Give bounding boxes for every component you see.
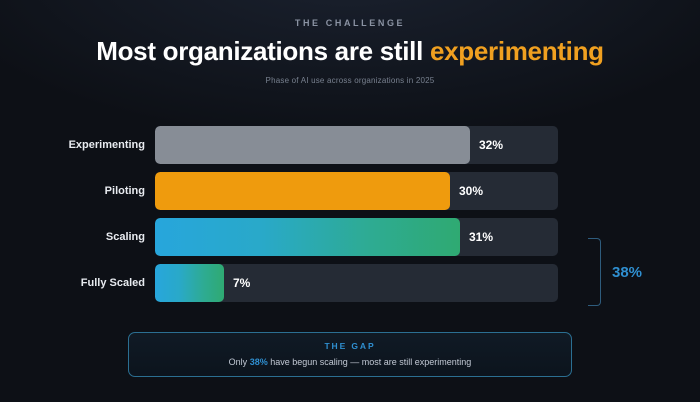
bracket-shape	[588, 238, 601, 306]
bar-value-label: 30%	[459, 184, 484, 198]
bar-chart: Experimenting 32% Piloting 30% Scaling 3…	[0, 126, 700, 310]
callout-highlight-value: 38%	[249, 357, 268, 367]
bar-value-label: 31%	[469, 230, 494, 244]
title-accent-text: experimenting	[429, 36, 604, 66]
callout-text-after: have begun scaling — most are still expe…	[267, 357, 472, 367]
page-subtitle: Phase of AI use across organizations in …	[265, 75, 435, 85]
callout-text: Only 38% have begun scaling — most are s…	[129, 357, 571, 367]
bar-fill	[155, 264, 224, 302]
bar-category-label: Experimenting	[68, 139, 145, 151]
bar-row: Experimenting 32%	[0, 126, 700, 164]
header: THE CHALLENGE Most organizations are sti…	[0, 0, 700, 85]
bar-fill	[155, 218, 460, 256]
bar-fill	[155, 126, 470, 164]
bar-fill	[155, 172, 450, 210]
scaling-bracket-annotation: 38%	[588, 238, 642, 306]
gap-callout: THE GAP Only 38% have begun scaling — mo…	[128, 332, 572, 377]
callout-text-before: Only	[228, 357, 250, 367]
page-title: Most organizations are still experimenti…	[0, 37, 700, 66]
bar-value-label: 32%	[479, 138, 504, 152]
bar-category-label: Piloting	[104, 185, 145, 197]
bar-value-label: 7%	[233, 276, 251, 290]
bar-track: 31%	[155, 218, 558, 256]
bar-track: 7%	[155, 264, 558, 302]
bar-category-label: Scaling	[105, 231, 145, 243]
bar-row: Piloting 30%	[0, 172, 700, 210]
callout-title: THE GAP	[324, 341, 376, 351]
bar-track: 30%	[155, 172, 558, 210]
eyebrow-label: THE CHALLENGE	[294, 18, 406, 28]
bar-row: Fully Scaled 7%	[0, 264, 700, 302]
bar-category-label: Fully Scaled	[80, 277, 145, 289]
bracket-value-label: 38%	[612, 263, 643, 281]
bar-track: 32%	[155, 126, 558, 164]
bar-row: Scaling 31%	[0, 218, 700, 256]
title-plain-text: Most organizations are still	[96, 36, 430, 66]
